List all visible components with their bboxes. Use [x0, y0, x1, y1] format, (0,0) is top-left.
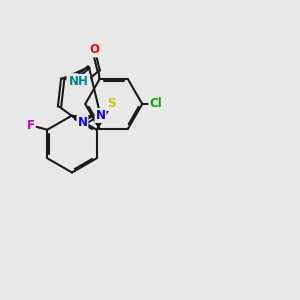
Text: O: O [68, 74, 77, 87]
Text: O: O [89, 44, 99, 56]
Text: F: F [27, 119, 35, 132]
Text: Cl: Cl [149, 98, 162, 110]
Text: N: N [77, 116, 87, 129]
Text: NH: NH [69, 75, 89, 88]
Text: S: S [107, 97, 115, 110]
Text: N: N [95, 109, 106, 122]
